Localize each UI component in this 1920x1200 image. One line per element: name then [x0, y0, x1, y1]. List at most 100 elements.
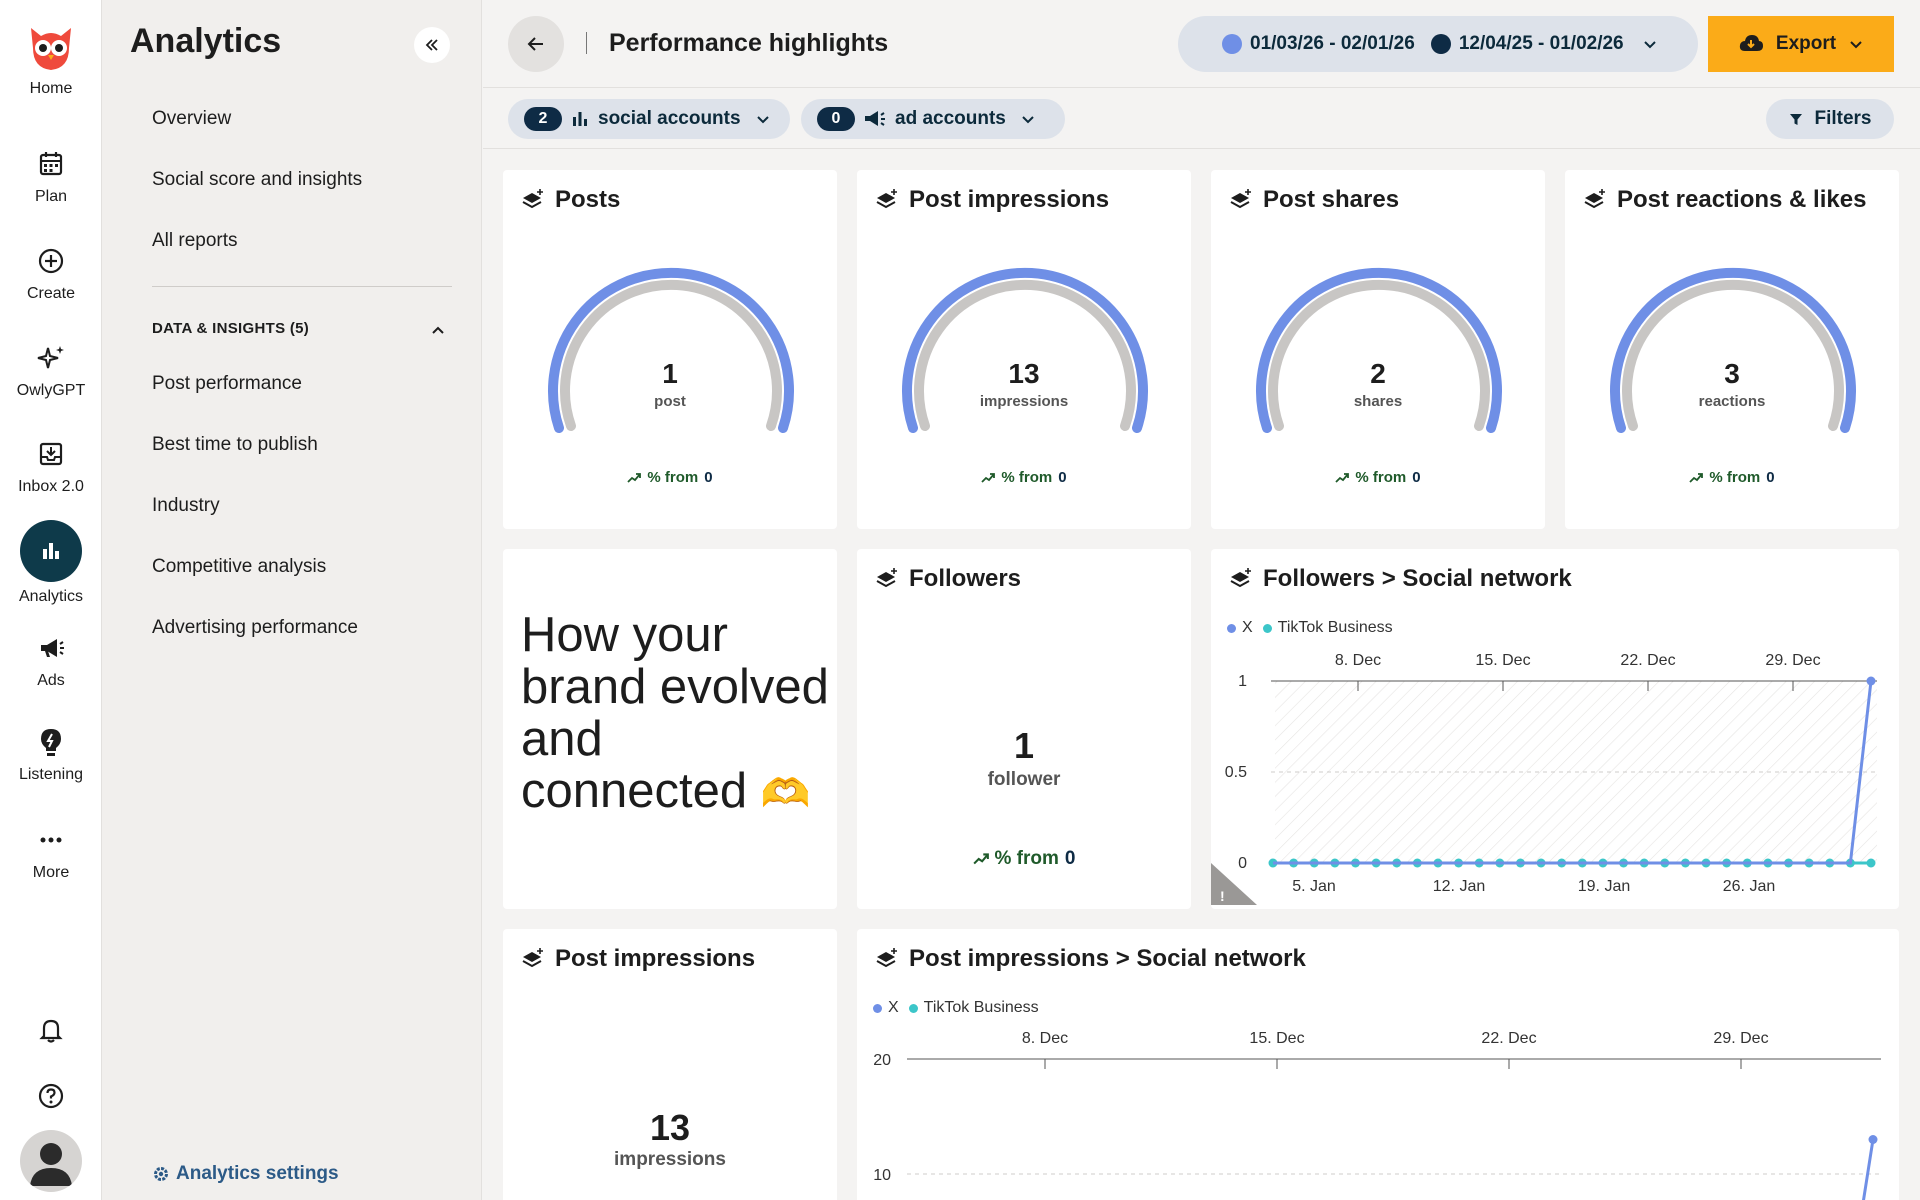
impressions-total-card: Post impressions 13 impressions: [503, 929, 837, 1200]
post-shares-value: 2: [1370, 358, 1386, 389]
main-nav-rail: Home Plan Create OwlyGPT Inbox 2.0 Analy…: [0, 0, 102, 1200]
impressions-chart-legend: X TikTok Business: [873, 999, 1039, 1017]
layers-icon: [876, 568, 897, 588]
followers-chart-legend: X TikTok Business: [1227, 619, 1393, 637]
warning-icon: !: [1220, 888, 1225, 904]
sidebar-link-advertising[interactable]: Advertising performance: [152, 617, 358, 638]
rail-label-inbox: Inbox 2.0: [18, 478, 84, 495]
ad-accounts-count: 0: [817, 107, 855, 131]
impressions-total-title: Post impressions: [555, 945, 756, 972]
sidebar-link-all-reports[interactable]: All reports: [152, 230, 238, 251]
ad-accounts-selector[interactable]: 0 ad accounts: [801, 99, 1065, 139]
layers-icon: [1230, 189, 1251, 209]
notifications-button[interactable]: [0, 1012, 102, 1048]
impressions-total-value: 13: [649, 1107, 691, 1148]
gear-icon: [154, 1167, 168, 1181]
post-shares-change-value: 0: [1412, 469, 1421, 486]
rail-label-home: Home: [29, 80, 73, 97]
export-label: Export: [1775, 33, 1837, 54]
legend-item-x[interactable]: X: [1227, 619, 1253, 637]
sidebar-link-industry[interactable]: Industry: [152, 495, 220, 516]
rail-item-listening[interactable]: Listening: [0, 724, 102, 784]
bar-chart-icon: [573, 112, 587, 126]
rail-item-owlygpt[interactable]: OwlyGPT: [0, 340, 102, 400]
top-x-tick-label: 22. Dec: [1620, 652, 1675, 669]
legend-item-x[interactable]: X: [873, 999, 899, 1017]
post-shares-change-label: % from: [1355, 469, 1407, 486]
sidebar-link-best-time[interactable]: Best time to publish: [152, 434, 318, 455]
post-impressions-change: % from 0: [857, 469, 1191, 486]
sidebar-link-competitive[interactable]: Competitive analysis: [152, 556, 327, 577]
page-title: Performance highlights: [609, 29, 889, 57]
export-button[interactable]: Export: [1708, 16, 1894, 72]
legend-item-tiktok[interactable]: TikTok Business: [908, 999, 1039, 1017]
collapse-sidebar-button[interactable]: [414, 27, 450, 63]
rail-item-ads[interactable]: Ads: [0, 630, 102, 690]
rail-item-home[interactable]: Home: [0, 18, 102, 98]
layers-icon: [522, 189, 543, 209]
top-x-tick-label: 15. Dec: [1475, 652, 1530, 669]
post-impressions-value: 13: [1008, 358, 1040, 389]
post-reactions-card: Post reactions & likes 3 reactions % fro…: [1565, 170, 1899, 529]
legend-label-tiktok: TikTok Business: [1277, 619, 1393, 636]
top-bar: Performance highlights 01/03/26 - 02/01/…: [483, 0, 1920, 88]
chevron-down-icon: [1643, 41, 1656, 49]
data-point: [1866, 676, 1876, 686]
promo-card: How your brand evolved and connected 🫶: [503, 549, 837, 909]
trend-up-icon: [1335, 472, 1350, 483]
rail-label-more: More: [32, 864, 70, 881]
profile-button[interactable]: [0, 1130, 102, 1192]
posts-change-value: 0: [704, 469, 713, 486]
followers-value: 1: [1013, 725, 1035, 766]
post-impressions-gauge: [902, 267, 1148, 433]
post-reactions-title: Post reactions & likes: [1617, 186, 1867, 213]
title-separator: [586, 32, 587, 54]
filters-button[interactable]: Filters: [1766, 99, 1894, 139]
legend-item-tiktok[interactable]: TikTok Business: [1262, 619, 1393, 637]
chevron-up-icon[interactable]: [428, 320, 448, 340]
trend-up-icon: [1689, 472, 1704, 483]
rail-item-plan[interactable]: Plan: [0, 146, 102, 206]
range-2-dot: [1430, 34, 1451, 54]
filter-icon: [1790, 114, 1803, 125]
post-reactions-gauge: [1610, 267, 1856, 433]
ad-accounts-label: ad accounts: [895, 108, 1006, 129]
filter-bar: 2 social accounts 0 ad accounts Filters: [483, 89, 1920, 149]
help-button[interactable]: [0, 1078, 102, 1114]
user-avatar-icon: [30, 1143, 72, 1186]
posts-change: % from 0: [503, 469, 837, 486]
date-range-1: 01/03/26 - 02/01/26: [1250, 33, 1415, 54]
back-button[interactable]: [508, 16, 564, 72]
rail-label-analytics: Analytics: [18, 588, 84, 605]
post-reactions-unit: reactions: [1698, 393, 1766, 410]
post-impressions-unit: impressions: [979, 393, 1069, 410]
sidebar-title: Analytics: [130, 22, 282, 60]
rail-item-inbox[interactable]: Inbox 2.0: [0, 436, 102, 496]
sidebar-link-social-score[interactable]: Social score and insights: [152, 169, 363, 190]
avatar: [20, 1130, 82, 1192]
series-line-0: [1862, 1139, 1875, 1200]
analytics-settings-link[interactable]: Analytics settings: [152, 1163, 339, 1185]
arrow-left-icon: [527, 37, 543, 51]
legend-label-x: X: [888, 999, 899, 1016]
impressions-network-title: Post impressions > Social network: [909, 945, 1306, 972]
top-x-tick-label: 29. Dec: [1765, 652, 1820, 669]
sidebar-section-title[interactable]: DATA & INSIGHTS (5): [152, 320, 310, 337]
date-range-picker[interactable]: 01/03/26 - 02/01/26 12/04/25 - 01/02/26: [1178, 16, 1698, 72]
top-x-tick-label: 15. Dec: [1249, 1030, 1304, 1047]
layers-icon: [876, 189, 897, 209]
sidebar-link-post-performance[interactable]: Post performance: [152, 373, 302, 394]
rail-item-create[interactable]: Create: [0, 243, 102, 303]
post-shares-gauge: [1256, 267, 1502, 433]
top-x-tick-label: 8. Dec: [1022, 1030, 1068, 1047]
cloud-download-icon: [1739, 35, 1763, 51]
bottom-x-tick-label: 26. Jan: [1723, 878, 1775, 895]
posts-gauge: [548, 267, 794, 433]
social-accounts-selector[interactable]: 2 social accounts: [508, 99, 790, 139]
sidebar-link-overview[interactable]: Overview: [152, 108, 232, 129]
rail-label-plan: Plan: [34, 188, 68, 205]
rail-item-more[interactable]: More: [0, 822, 102, 882]
y-tick-label: 0.5: [1225, 764, 1247, 781]
rail-item-analytics[interactable]: Analytics: [0, 520, 102, 606]
post-impressions-change-label: % from: [1001, 469, 1053, 486]
